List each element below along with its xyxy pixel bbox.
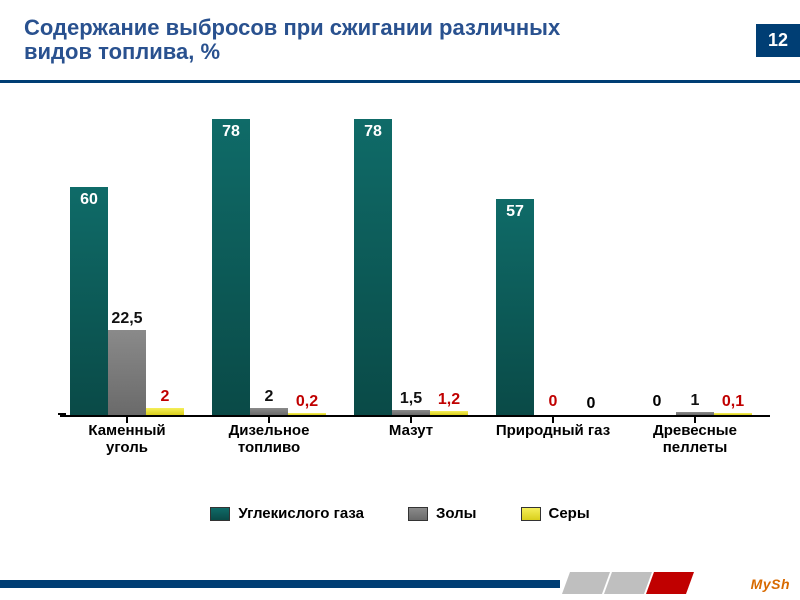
chart-legend: Углекислого газа Золы Серы bbox=[0, 505, 800, 522]
bar-co2 bbox=[496, 199, 534, 416]
y-tick bbox=[58, 413, 66, 415]
page-number-badge: 12 bbox=[756, 24, 800, 57]
bar-value-label: 0 bbox=[561, 395, 621, 413]
plot-area: 6022,527820,2781,51,25700010,1 bbox=[60, 113, 770, 417]
legend-item-co2: Углекислого газа bbox=[210, 505, 364, 522]
legend-label-ash: Золы bbox=[436, 505, 477, 522]
slide-footer: MySh bbox=[0, 564, 800, 600]
x-axis-labels: Каменный уголь Дизельное топливо Мазут Прир… bbox=[60, 417, 770, 457]
footer-tab bbox=[562, 572, 610, 594]
footer-tab bbox=[646, 572, 694, 594]
slide-header: Содержание выбросов при сжигании различн… bbox=[0, 0, 800, 72]
header-divider bbox=[0, 80, 800, 83]
legend-item-sulfur: Серы bbox=[521, 505, 590, 522]
bar-sulfur bbox=[430, 411, 468, 416]
bar-value-label: 60 bbox=[59, 191, 119, 209]
legend-swatch-sulfur bbox=[521, 507, 541, 521]
bar-ash bbox=[676, 412, 714, 416]
x-axis-label: Дизельное топливо bbox=[229, 423, 310, 456]
legend-label-sulfur: Серы bbox=[549, 505, 590, 522]
bar-value-label: 2 bbox=[135, 388, 195, 406]
emissions-chart: 6022,527820,2781,51,25700010,1 Каменный … bbox=[60, 113, 770, 453]
bar-co2 bbox=[354, 119, 392, 415]
bar-value-label: 1,2 bbox=[419, 391, 479, 409]
bar-value-label: 78 bbox=[201, 123, 261, 141]
x-axis-label: Каменный уголь bbox=[88, 423, 165, 456]
bar-co2 bbox=[212, 119, 250, 415]
bar-ash bbox=[392, 410, 430, 416]
bar-value-label: 0,1 bbox=[703, 393, 763, 411]
legend-swatch-ash bbox=[408, 507, 428, 521]
bar-value-label: 78 bbox=[343, 123, 403, 141]
x-axis-label: Мазут bbox=[389, 423, 433, 440]
watermark: MySh bbox=[751, 576, 790, 592]
bar-sulfur bbox=[146, 408, 184, 416]
footer-tabs bbox=[566, 572, 690, 594]
x-axis-label: Природный газ bbox=[496, 423, 610, 440]
x-axis-label: Древесные пеллеты bbox=[653, 423, 737, 456]
slide-title: Содержание выбросов при сжигании различн… bbox=[24, 16, 584, 64]
bar-sulfur bbox=[714, 413, 752, 415]
bar-sulfur bbox=[288, 413, 326, 415]
legend-item-ash: Золы bbox=[408, 505, 477, 522]
footer-accent-bar bbox=[0, 580, 560, 588]
bar-value-label: 57 bbox=[485, 203, 545, 221]
legend-swatch-co2 bbox=[210, 507, 230, 521]
bar-co2 bbox=[70, 187, 108, 415]
footer-tab bbox=[604, 572, 652, 594]
legend-label-co2: Углекислого газа bbox=[238, 505, 364, 522]
bar-value-label: 22,5 bbox=[97, 310, 157, 328]
bar-value-label: 0,2 bbox=[277, 393, 337, 411]
